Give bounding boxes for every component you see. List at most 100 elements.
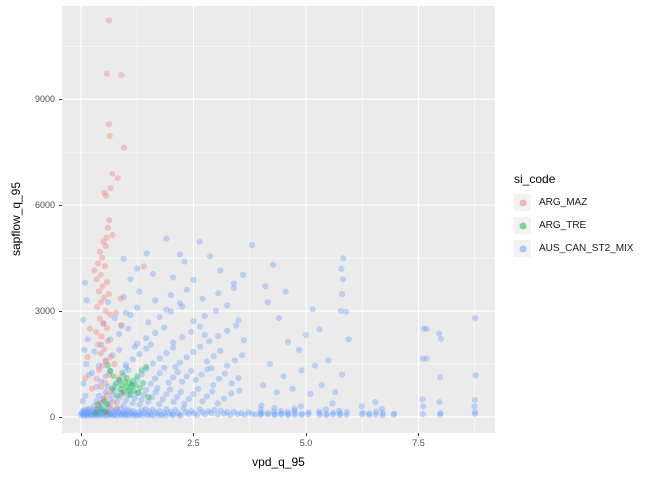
scatter-point — [188, 407, 195, 414]
scatter-point — [359, 411, 366, 418]
scatter-point — [208, 365, 215, 372]
scatter-point — [262, 283, 269, 290]
scatter-point — [143, 363, 150, 370]
scatter-point — [103, 407, 110, 414]
scatter-point — [270, 408, 278, 415]
scatter-point — [471, 396, 478, 404]
scatter-point — [126, 380, 133, 387]
scatter-point — [273, 389, 280, 396]
scatter-point — [358, 403, 365, 410]
scatter-point — [135, 389, 142, 396]
scatter-point — [133, 412, 140, 419]
scatter-point — [102, 357, 109, 364]
scatter-point — [95, 412, 102, 419]
y-tick-mark — [59, 416, 62, 418]
scatter-point — [83, 408, 90, 415]
scatter-point — [472, 315, 479, 322]
scatter-point — [84, 336, 91, 343]
scatter-point — [92, 411, 99, 418]
scatter-point — [101, 398, 108, 405]
legend-key — [514, 217, 531, 234]
scatter-point — [118, 322, 125, 329]
scatter-point — [174, 393, 181, 400]
scatter-point — [84, 412, 91, 419]
scatter-point — [143, 335, 150, 342]
scatter-point — [472, 408, 479, 416]
scatter-point — [96, 315, 103, 322]
scatter-point — [131, 343, 138, 350]
scatter-point — [190, 318, 197, 325]
scatter-point — [145, 399, 152, 406]
scatter-point — [113, 404, 120, 411]
scatter-point — [131, 410, 138, 417]
scatter-point — [137, 411, 144, 418]
scatter-point — [241, 411, 248, 418]
scatter-point — [275, 315, 283, 322]
scatter-point — [152, 389, 159, 396]
scatter-point — [83, 410, 90, 417]
scatter-point — [112, 380, 120, 387]
scatter-point — [93, 276, 100, 283]
scatter-point — [143, 386, 150, 393]
scatter-point — [134, 340, 141, 347]
scatter-point — [338, 371, 346, 378]
scatter-point — [118, 411, 125, 418]
scatter-point — [101, 294, 108, 301]
scatter-point — [278, 411, 285, 418]
scatter-point — [109, 170, 116, 177]
scatter-point — [180, 405, 187, 412]
scatter-point — [101, 346, 108, 353]
scatter-point — [84, 353, 91, 360]
scatter-point — [220, 410, 228, 417]
scatter-point — [122, 407, 129, 414]
scatter-point — [230, 285, 237, 292]
scatter-point — [95, 288, 102, 295]
scatter-point — [332, 389, 339, 396]
scatter-point — [258, 402, 265, 409]
scatter-point — [105, 291, 112, 298]
scatter-point — [264, 299, 271, 306]
scatter-point — [79, 411, 86, 418]
scatter-point — [88, 408, 95, 415]
scatter-point — [125, 392, 132, 399]
scatter-point — [208, 409, 215, 416]
scatter-point — [252, 411, 259, 418]
scatter-point — [102, 411, 109, 418]
scatter-point — [94, 401, 102, 408]
legend-label: ARG_TRE — [539, 220, 587, 231]
scatter-point — [103, 401, 111, 408]
scatter-point — [134, 373, 141, 380]
scatter-point — [100, 405, 107, 412]
scatter-point — [338, 265, 345, 272]
scatter-point — [102, 243, 109, 250]
scatter-point — [179, 303, 186, 310]
scatter-point — [196, 238, 203, 245]
scatter-point — [170, 339, 177, 346]
scatter-point — [100, 320, 107, 327]
scatter-point — [177, 388, 184, 395]
scatter-point — [84, 411, 91, 418]
scatter-point — [159, 396, 166, 403]
scatter-point — [291, 405, 298, 412]
scatter-point — [107, 336, 114, 343]
scatter-point — [81, 279, 89, 286]
scatter-point — [203, 393, 210, 400]
scatter-point — [116, 346, 123, 353]
scatter-point — [329, 411, 337, 418]
scatter-point — [107, 396, 114, 404]
scatter-point — [183, 409, 190, 416]
scatter-point — [177, 411, 184, 418]
scatter-point — [172, 363, 179, 370]
x-tick-mark — [193, 433, 195, 436]
scatter-point — [215, 333, 222, 340]
scatter-point — [119, 391, 126, 398]
scatter-point — [113, 392, 120, 399]
scatter-point — [101, 263, 108, 270]
scatter-point — [305, 411, 312, 418]
scatter-point — [372, 399, 379, 406]
scatter-point — [233, 322, 240, 329]
scatter-point — [107, 311, 114, 318]
scatter-point — [97, 410, 104, 417]
scatter-point — [217, 267, 224, 274]
scatter-point — [379, 410, 386, 417]
